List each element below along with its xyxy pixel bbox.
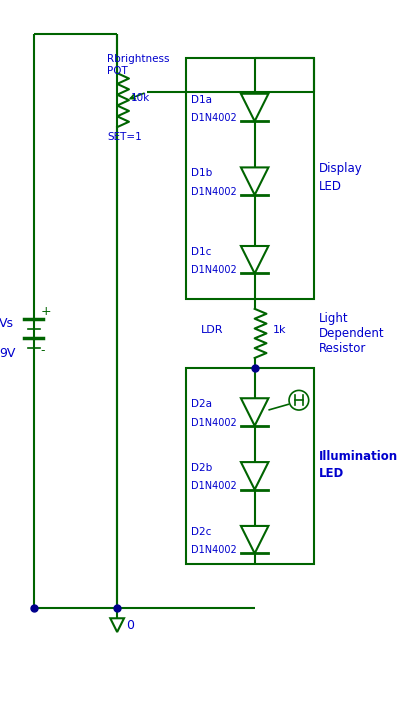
Text: D1N4002: D1N4002 [191, 545, 237, 555]
Bar [186, 58, 313, 299]
Text: D1c: D1c [191, 247, 211, 257]
Text: LDR: LDR [201, 325, 223, 336]
Text: Illumination: Illumination [318, 450, 398, 463]
Text: D1N4002: D1N4002 [191, 481, 237, 491]
Text: Vs: Vs [0, 317, 14, 330]
Text: D1a: D1a [191, 95, 212, 105]
Text: D2b: D2b [191, 463, 212, 473]
Text: D2c: D2c [191, 527, 211, 537]
Text: LED: LED [318, 468, 344, 481]
Text: Resistor: Resistor [318, 342, 366, 354]
Text: Display: Display [318, 163, 362, 175]
Text: D1N4002: D1N4002 [191, 187, 237, 197]
Bar [186, 368, 313, 564]
Text: 9V: 9V [0, 347, 16, 359]
Text: Light: Light [318, 312, 348, 325]
Text: -: - [41, 344, 45, 356]
Text: LED: LED [318, 180, 341, 193]
Text: D1N4002: D1N4002 [191, 113, 237, 123]
Text: 10k: 10k [131, 93, 150, 103]
Text: D2a: D2a [191, 399, 212, 409]
Text: SET=1: SET=1 [107, 132, 142, 142]
Text: Rbrightness: Rbrightness [107, 54, 170, 64]
Text: D1b: D1b [191, 168, 212, 178]
Text: D1N4002: D1N4002 [191, 265, 237, 275]
Text: D1N4002: D1N4002 [191, 418, 237, 428]
Text: POT: POT [107, 66, 128, 76]
Text: Dependent: Dependent [318, 327, 384, 340]
Text: 0: 0 [126, 619, 134, 632]
Text: 1k: 1k [272, 325, 286, 336]
Text: +: + [41, 305, 51, 318]
